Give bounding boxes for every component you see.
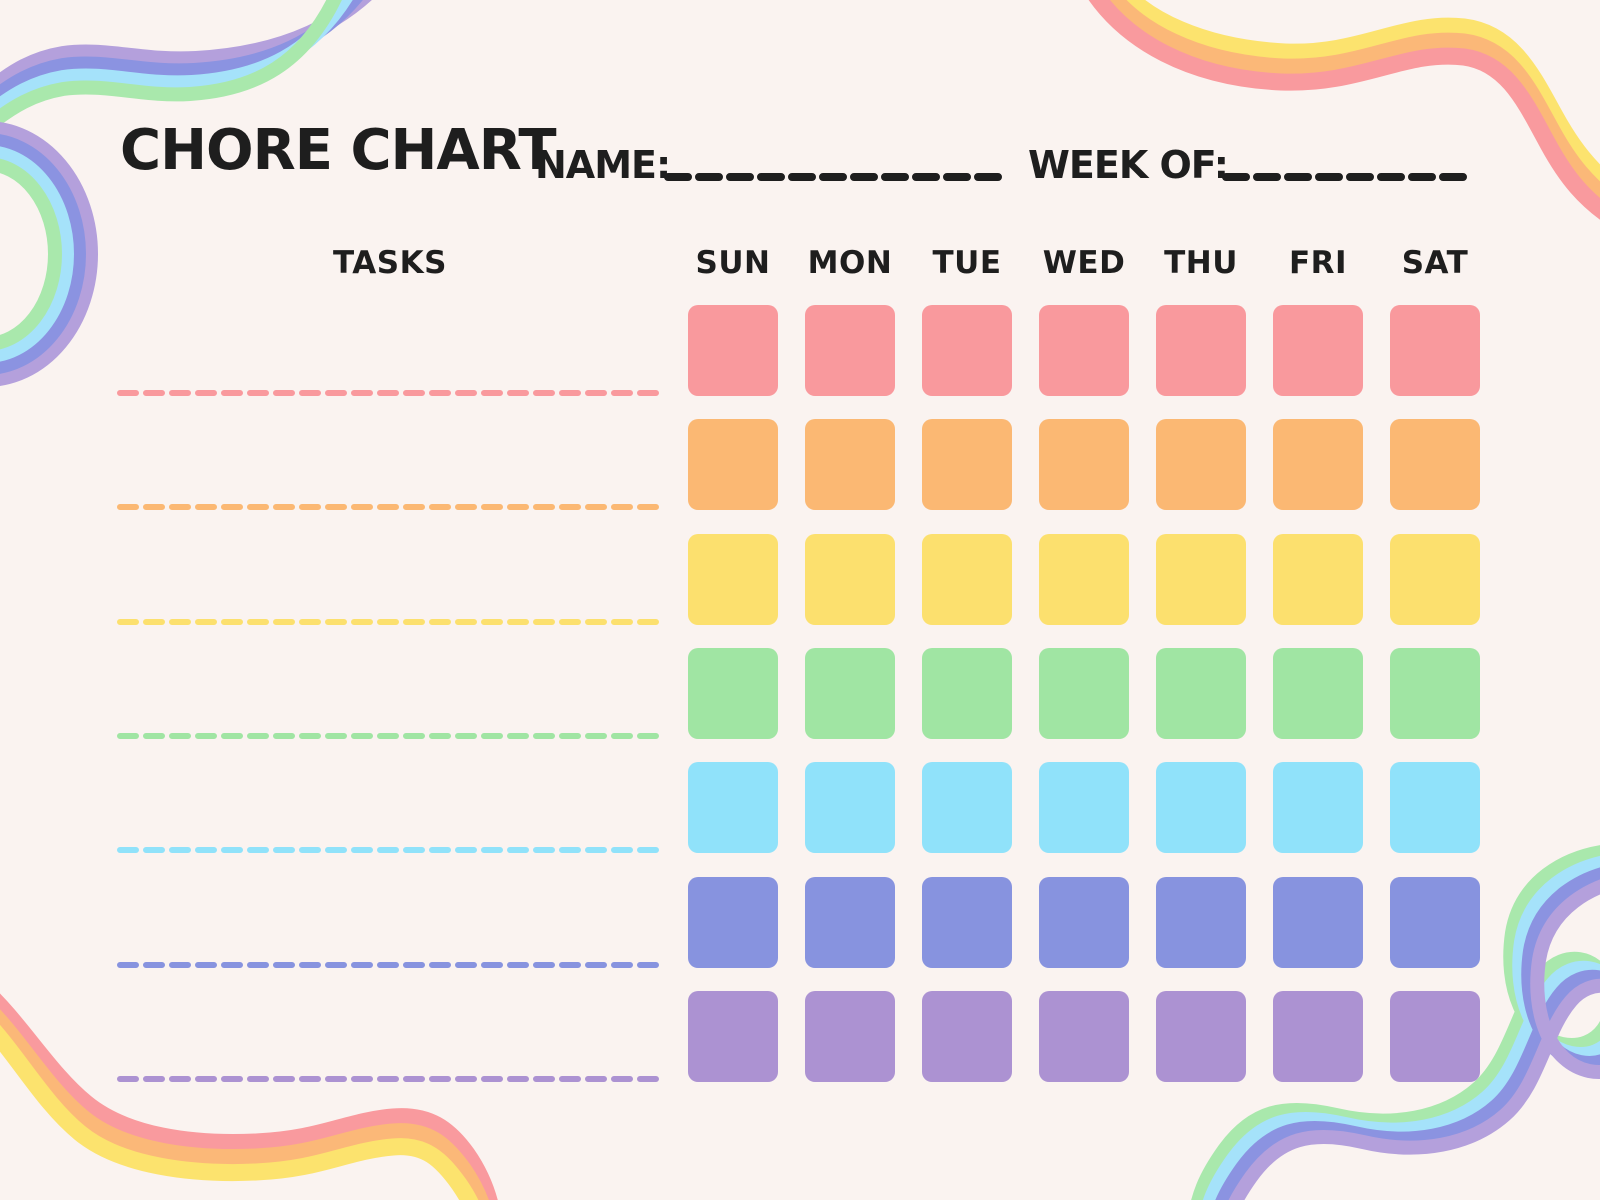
chore-cell-row2-wed[interactable] <box>1039 419 1129 510</box>
chore-cell-row2-thu[interactable] <box>1156 419 1246 510</box>
chore-cell-row6-sat[interactable] <box>1390 877 1480 968</box>
chore-cell-row1-mon[interactable] <box>805 305 895 396</box>
chore-cell-row6-fri[interactable] <box>1273 877 1363 968</box>
chore-cell-row5-tue[interactable] <box>922 762 1012 853</box>
chore-cell-row7-fri[interactable] <box>1273 991 1363 1082</box>
chore-cell-row1-tue[interactable] <box>922 305 1012 396</box>
chore-cell-row5-thu[interactable] <box>1156 762 1246 853</box>
chore-cell-row2-fri[interactable] <box>1273 419 1363 510</box>
chore-cell-row4-sat[interactable] <box>1390 648 1480 739</box>
chore-cell-row5-mon[interactable] <box>805 762 895 853</box>
chore-cell-row1-fri[interactable] <box>1273 305 1363 396</box>
chore-cell-row6-mon[interactable] <box>805 877 895 968</box>
rainbow-ribbon-left-loop <box>0 122 98 386</box>
chore-cell-row7-sun[interactable] <box>688 991 778 1082</box>
chore-cell-row7-thu[interactable] <box>1156 991 1246 1082</box>
chore-cell-row7-wed[interactable] <box>1039 991 1129 1082</box>
week-of-label: WEEK OF: <box>1028 143 1229 187</box>
chore-cell-row7-tue[interactable] <box>922 991 1012 1082</box>
chore-cell-row4-wed[interactable] <box>1039 648 1129 739</box>
chore-cell-row4-fri[interactable] <box>1273 648 1363 739</box>
rainbow-ribbon-bottom-left <box>0 993 498 1200</box>
chore-cell-row4-thu[interactable] <box>1156 648 1246 739</box>
chore-cell-row1-thu[interactable] <box>1156 305 1246 396</box>
chore-cell-row1-wed[interactable] <box>1039 305 1129 396</box>
chore-cell-row3-sun[interactable] <box>688 534 778 625</box>
day-header-tue: TUE <box>932 245 1002 281</box>
chore-cell-row4-mon[interactable] <box>805 648 895 739</box>
chore-cell-row6-sun[interactable] <box>688 877 778 968</box>
chore-cell-row5-fri[interactable] <box>1273 762 1363 853</box>
chore-cell-row3-mon[interactable] <box>805 534 895 625</box>
week-of-input[interactable] <box>1228 140 1473 174</box>
day-header-sun: SUN <box>695 245 771 281</box>
rainbow-ribbon-top-left <box>0 0 372 126</box>
day-header-thu: THU <box>1164 245 1238 281</box>
day-header-sat: SAT <box>1401 245 1469 281</box>
name-label: NAME: <box>535 143 671 187</box>
chore-cell-row7-mon[interactable] <box>805 991 895 1082</box>
chore-cell-row4-tue[interactable] <box>922 648 1012 739</box>
chore-cell-row2-sat[interactable] <box>1390 419 1480 510</box>
chore-cell-row5-sun[interactable] <box>688 762 778 853</box>
chore-cell-row6-thu[interactable] <box>1156 877 1246 968</box>
chore-cell-row2-mon[interactable] <box>805 419 895 510</box>
day-header-mon: MON <box>807 245 893 281</box>
chore-cell-row6-tue[interactable] <box>922 877 1012 968</box>
chore-cell-row6-wed[interactable] <box>1039 877 1129 968</box>
chore-cell-row4-sun[interactable] <box>688 648 778 739</box>
chore-cell-row2-tue[interactable] <box>922 419 1012 510</box>
day-header-fri: FRI <box>1288 245 1348 281</box>
rainbow-ribbon-top-right <box>1088 0 1600 220</box>
chore-cell-row3-tue[interactable] <box>922 534 1012 625</box>
chore-cell-row1-sun[interactable] <box>688 305 778 396</box>
chore-cell-row1-sat[interactable] <box>1390 305 1480 396</box>
day-header-wed: WED <box>1042 245 1126 281</box>
page-title: CHORE CHART <box>120 118 557 183</box>
chore-cell-row3-fri[interactable] <box>1273 534 1363 625</box>
chore-cell-row3-wed[interactable] <box>1039 534 1129 625</box>
chore-cell-row3-sat[interactable] <box>1390 534 1480 625</box>
chore-cell-row7-sat[interactable] <box>1390 991 1480 1082</box>
chore-cell-row5-wed[interactable] <box>1039 762 1129 853</box>
chore-cell-row3-thu[interactable] <box>1156 534 1246 625</box>
rainbow-ribbon-bottom-right <box>1191 845 1600 1200</box>
name-input[interactable] <box>670 140 1005 174</box>
chore-cell-row2-sun[interactable] <box>688 419 778 510</box>
chore-cell-row5-sat[interactable] <box>1390 762 1480 853</box>
tasks-column-header: TASKS <box>333 245 447 281</box>
